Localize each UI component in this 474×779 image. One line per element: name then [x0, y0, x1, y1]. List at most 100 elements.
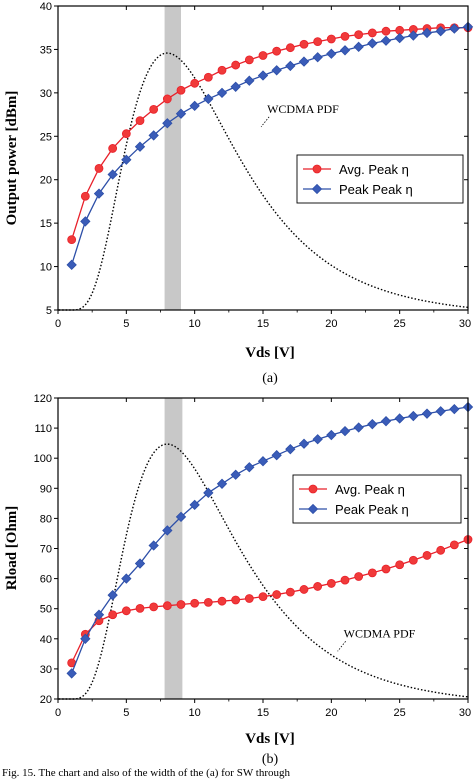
data-point-avg-peak: [162, 94, 172, 104]
data-point-peak-peak: [175, 108, 187, 119]
highlight-band: [164, 6, 181, 310]
data-point-avg-peak: [162, 601, 172, 611]
annotation-label: WCDMA PDF: [267, 102, 339, 116]
data-point-peak-peak: [353, 422, 364, 433]
data-point-avg-peak: [340, 32, 350, 41]
y-tick-label: 35: [40, 44, 52, 56]
data-point-peak-peak: [134, 558, 146, 569]
y-tick-label: 20: [40, 694, 52, 706]
data-point-peak-peak: [148, 540, 159, 551]
data-point-avg-peak: [121, 606, 131, 616]
data-point-peak-peak: [134, 141, 146, 152]
data-point-avg-peak: [299, 585, 309, 594]
data-point-peak-peak: [449, 23, 460, 34]
x-tick-label: 15: [257, 318, 269, 330]
legend: Avg. Peak η Peak Peak η: [292, 474, 462, 524]
x-axis-title: Vds [V]: [245, 731, 295, 747]
x-tick-label: 30: [459, 707, 471, 719]
y-axis-title: Rload [Ohm]: [4, 506, 20, 591]
y-tick-label: 25: [40, 131, 52, 143]
data-point-peak-peak: [421, 408, 433, 419]
x-tick-label: 5: [123, 318, 129, 330]
y-tick-label: 5: [46, 305, 52, 317]
y-tick-label: 100: [34, 453, 52, 465]
data-point-peak-peak: [80, 633, 91, 644]
y-tick-label: 110: [34, 423, 52, 435]
data-point-avg-peak: [381, 564, 391, 574]
x-tick-label: 0: [55, 707, 61, 719]
legend-label: Peak Peak η: [339, 182, 413, 197]
data-point-peak-peak: [257, 70, 269, 81]
data-point-peak-peak: [380, 416, 392, 427]
data-point-avg-peak: [108, 610, 118, 620]
wcdma-pdf-curve: [58, 52, 469, 311]
data-point-peak-peak: [339, 425, 351, 437]
data-point-peak-peak: [121, 154, 132, 165]
data-point-peak-peak: [93, 609, 105, 620]
x-tick-label: 0: [55, 318, 61, 330]
x-tick-label: 10: [189, 707, 201, 719]
data-point-avg-peak: [354, 572, 364, 581]
y-tick-label: 60: [40, 574, 52, 586]
data-point-peak-peak: [394, 413, 405, 424]
panel-caption: (b): [262, 752, 279, 767]
data-point-peak-peak: [189, 100, 200, 112]
panel-caption: (a): [262, 371, 278, 386]
plot-frame: [57, 397, 469, 700]
legend-box: [292, 474, 462, 524]
x-tick-label: 20: [325, 318, 337, 330]
data-point-peak-peak: [244, 462, 255, 473]
data-point-peak-peak: [107, 589, 118, 601]
legend: Avg. Peak η Peak Peak η: [296, 154, 464, 204]
data-point-peak-peak: [244, 75, 255, 86]
data-point-avg-peak: [326, 579, 336, 588]
y-tick-label: 30: [40, 664, 52, 676]
x-tick-label: 10: [189, 318, 201, 330]
data-point-avg-peak: [244, 594, 254, 603]
data-point-peak-peak: [339, 45, 351, 56]
annotation-label: WCDMA PDF: [344, 626, 416, 640]
data-point-avg-peak: [190, 598, 200, 608]
x-tick-label: 5: [123, 707, 129, 719]
data-point-peak-peak: [271, 450, 282, 461]
data-point-peak-peak: [353, 41, 364, 52]
data-point-avg-peak: [354, 30, 364, 40]
data-point-peak-peak: [285, 60, 296, 72]
data-point-peak-peak: [230, 81, 241, 92]
data-point-peak-peak: [298, 56, 310, 67]
data-point-avg-peak: [381, 26, 391, 36]
data-point-peak-peak: [93, 188, 105, 199]
data-point-peak-peak: [435, 406, 446, 417]
data-point-peak-peak: [312, 52, 323, 63]
y-tick-label: 70: [40, 544, 52, 556]
data-point-avg-peak: [258, 51, 268, 60]
data-point-peak-peak: [408, 30, 419, 41]
data-point-peak-peak: [216, 87, 228, 99]
annotation-leader: [260, 116, 270, 128]
data-point-peak-peak: [66, 259, 77, 270]
data-point-avg-peak: [80, 191, 90, 201]
figure-footer: Fig. 15. The chart and also of the width…: [2, 767, 290, 779]
y-tick-label: 50: [40, 604, 52, 616]
x-tick-label: 30: [459, 318, 471, 330]
legend-box: [296, 154, 464, 204]
x-axis-title: Vds [V]: [245, 345, 295, 361]
highlight-band: [164, 398, 183, 699]
data-point-peak-peak: [162, 118, 173, 129]
data-point-avg-peak: [422, 551, 432, 560]
data-point-avg-peak: [244, 55, 254, 65]
data-point-avg-peak: [149, 602, 159, 612]
series-line-avg-peak: [71, 27, 468, 240]
data-point-peak-peak: [380, 35, 392, 46]
data-point-avg-peak: [272, 46, 282, 56]
data-point-peak-peak: [312, 434, 323, 445]
data-point-avg-peak: [313, 582, 323, 591]
data-point-avg-peak: [395, 560, 405, 570]
data-point-peak-peak: [230, 469, 241, 480]
data-point-avg-peak: [190, 78, 200, 88]
data-point-avg-peak: [135, 603, 145, 613]
data-point-peak-peak: [394, 32, 405, 44]
data-point-peak-peak: [367, 38, 378, 49]
